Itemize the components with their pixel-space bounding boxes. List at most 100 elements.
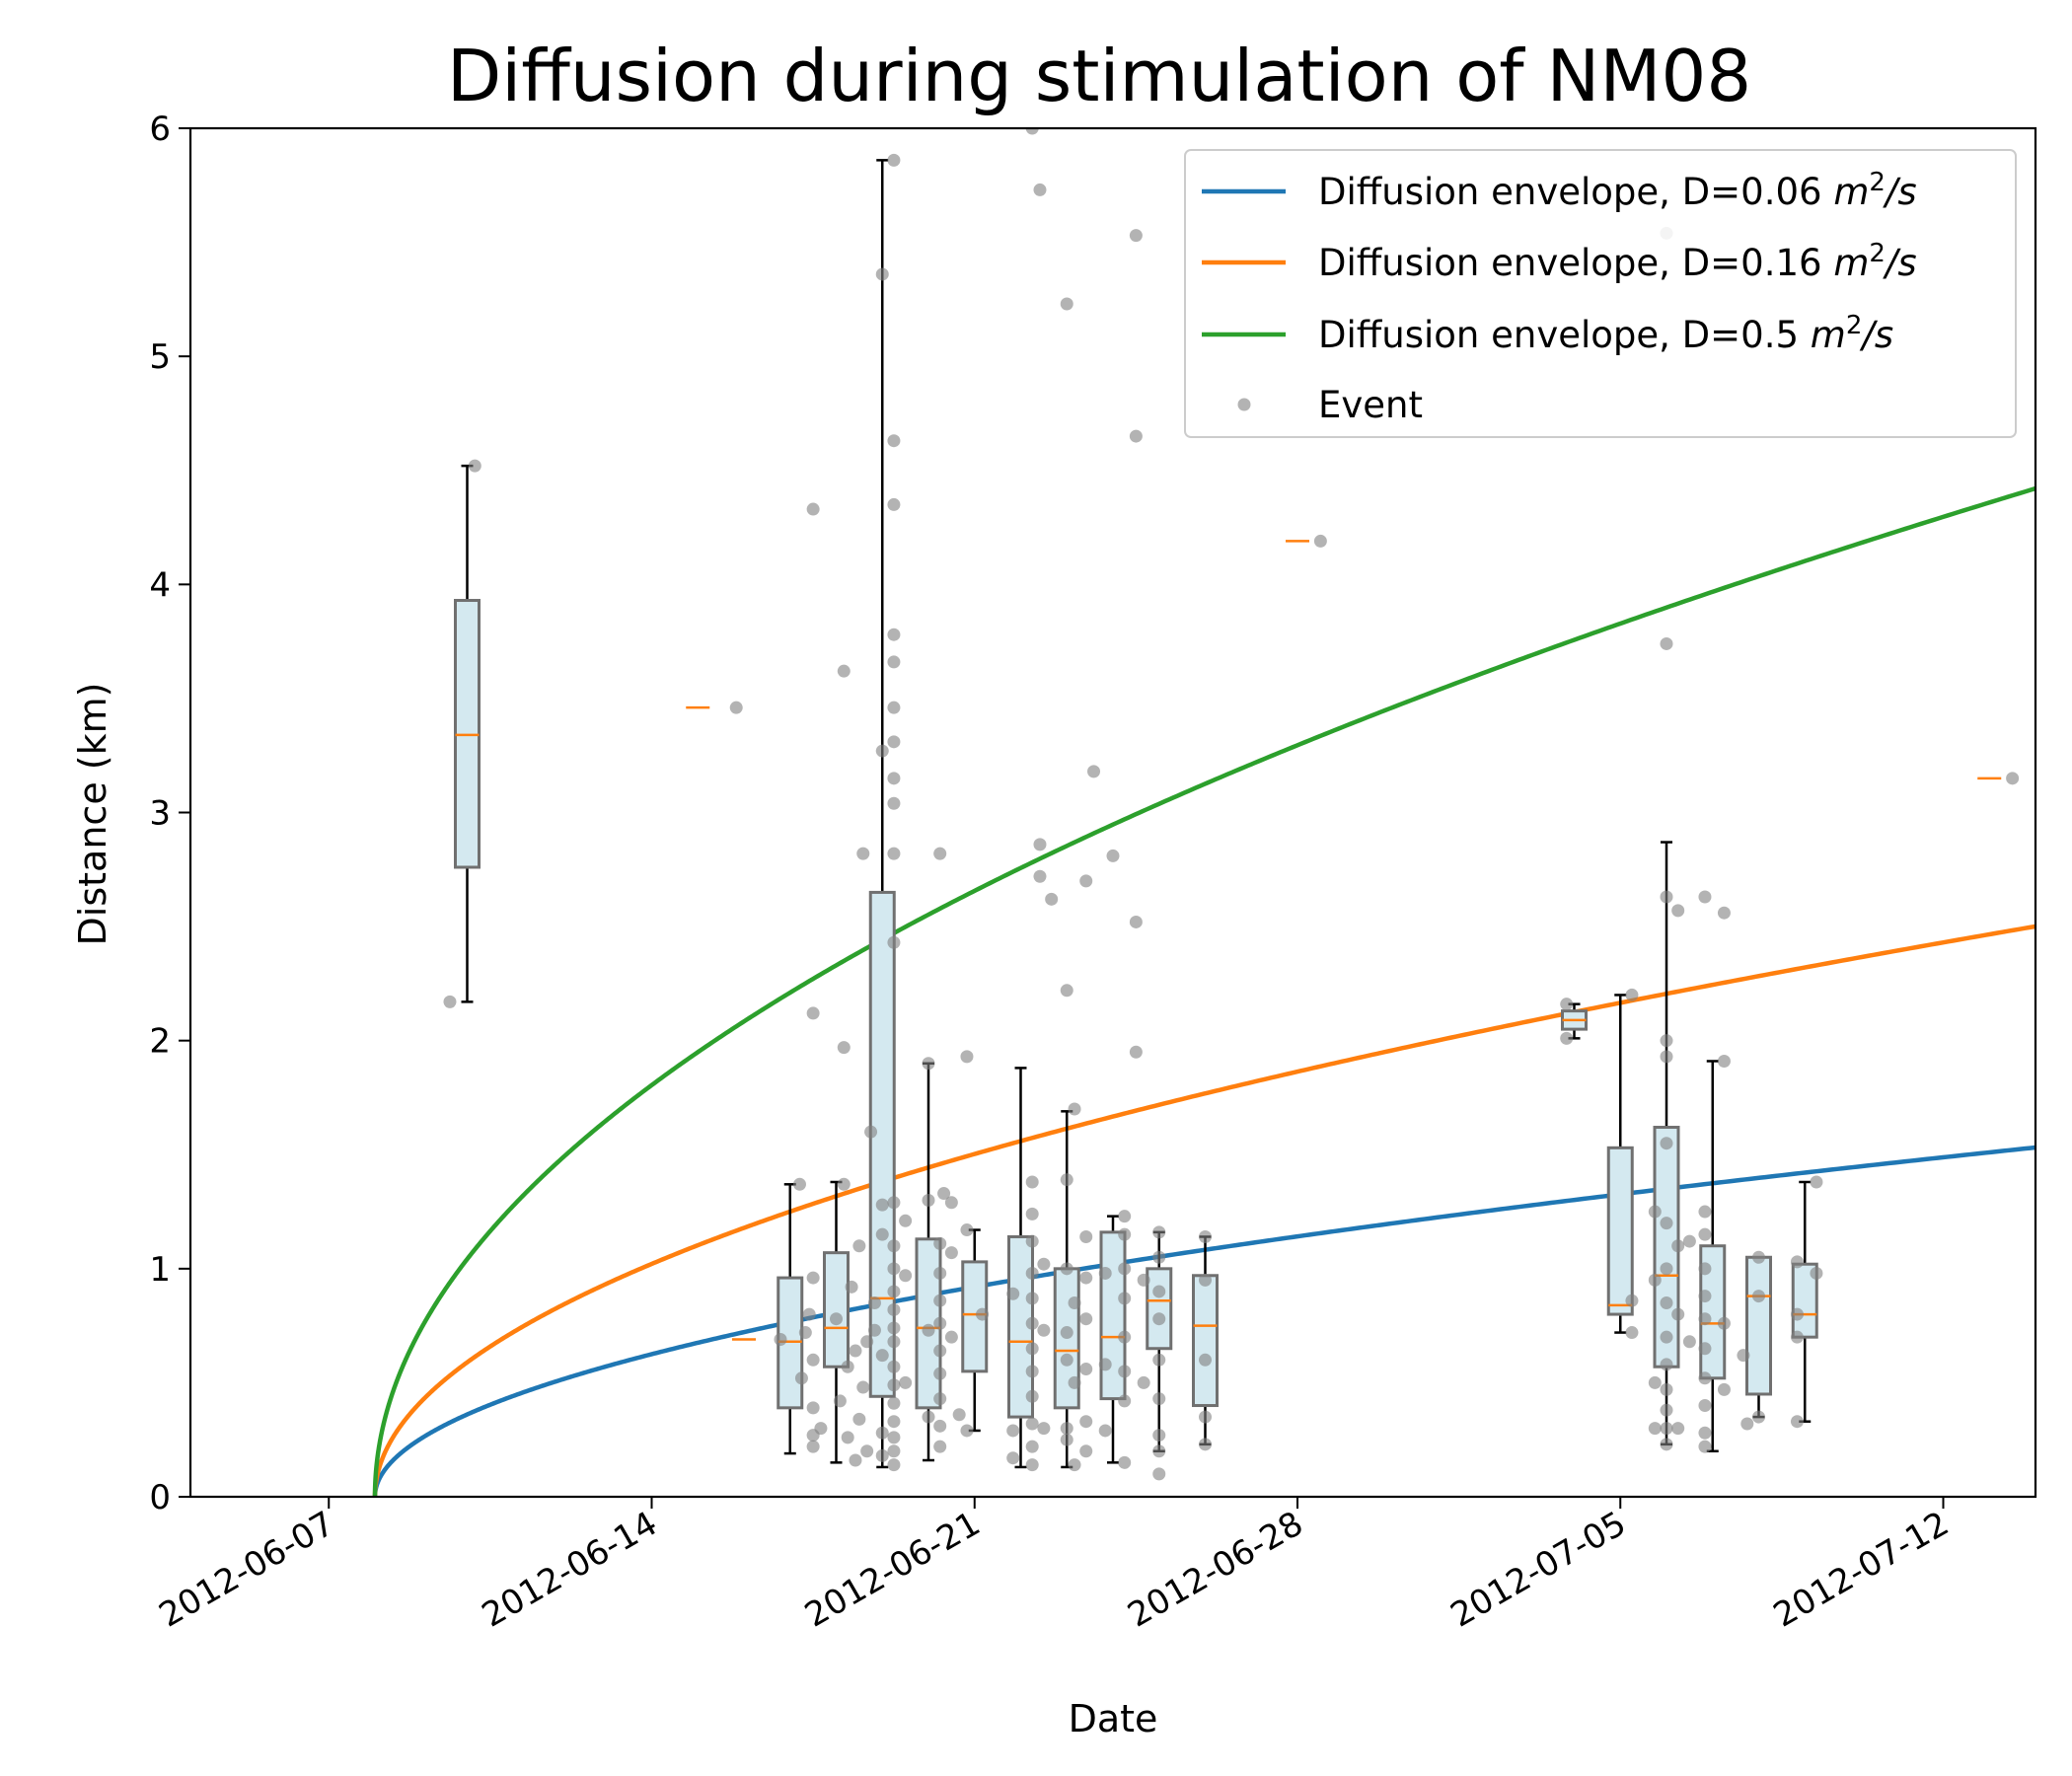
event-point bbox=[1560, 1031, 1574, 1045]
event-point bbox=[1118, 1365, 1132, 1378]
event-point bbox=[933, 847, 947, 860]
event-point bbox=[1698, 1262, 1712, 1276]
event-point bbox=[1006, 1287, 1020, 1300]
event-point bbox=[1068, 1296, 1081, 1310]
event-point bbox=[833, 1394, 847, 1408]
event-point bbox=[1025, 1175, 1039, 1189]
event-point bbox=[887, 1321, 901, 1335]
event-point bbox=[937, 1187, 951, 1201]
event-point bbox=[1660, 1330, 1673, 1344]
event-point bbox=[944, 1196, 958, 1210]
event-point bbox=[887, 1335, 901, 1349]
event-point bbox=[841, 1431, 854, 1444]
boxplot-9 bbox=[1007, 1067, 1034, 1469]
event-point bbox=[1671, 1422, 1685, 1436]
event-point bbox=[1033, 838, 1047, 851]
event-point bbox=[1037, 1257, 1051, 1271]
y-axis-label: Distance (km) bbox=[71, 683, 114, 946]
event-point bbox=[933, 1236, 947, 1250]
event-point bbox=[864, 1125, 878, 1139]
event-point bbox=[806, 1401, 820, 1415]
event-point bbox=[1045, 892, 1059, 906]
event-point bbox=[1079, 1312, 1093, 1326]
event-point bbox=[1313, 534, 1327, 548]
event-point bbox=[1025, 1234, 1039, 1248]
plot-area bbox=[372, 128, 2035, 1497]
event-point bbox=[1752, 1290, 1765, 1303]
event-point bbox=[922, 1410, 935, 1424]
event-point bbox=[1006, 1424, 1020, 1438]
event-point bbox=[806, 1353, 820, 1367]
event-point bbox=[1152, 1250, 1166, 1264]
event-point bbox=[933, 1294, 947, 1307]
event-point bbox=[830, 1312, 843, 1326]
event-point bbox=[1068, 1458, 1081, 1472]
event-point bbox=[1810, 1266, 1823, 1280]
event-point bbox=[875, 1448, 889, 1462]
y-tick-label: 1 bbox=[149, 1250, 171, 1290]
event-point bbox=[1025, 1266, 1039, 1280]
event-point bbox=[1648, 1422, 1662, 1436]
event-point bbox=[887, 1431, 901, 1444]
event-point bbox=[887, 153, 901, 167]
y-tick-label: 3 bbox=[149, 794, 171, 834]
y-tick-label: 0 bbox=[149, 1478, 171, 1517]
event-point bbox=[887, 1262, 901, 1276]
event-point bbox=[887, 772, 901, 785]
event-point bbox=[852, 1239, 866, 1253]
event-point bbox=[1025, 1389, 1039, 1403]
event-point bbox=[798, 1326, 812, 1340]
event-point bbox=[1660, 1137, 1673, 1150]
event-point bbox=[887, 1415, 901, 1429]
event-point bbox=[1648, 1273, 1662, 1287]
event-point bbox=[1199, 1410, 1212, 1424]
event-point bbox=[1118, 1292, 1132, 1305]
event-point bbox=[887, 1285, 901, 1298]
event-point bbox=[806, 1271, 820, 1285]
event-point bbox=[887, 1360, 901, 1373]
event-point bbox=[1671, 1239, 1685, 1253]
event-point bbox=[1698, 1399, 1712, 1413]
event-point bbox=[1137, 1273, 1150, 1287]
event-point bbox=[1199, 1353, 1212, 1367]
box-body bbox=[868, 890, 896, 1398]
event-point bbox=[1060, 1262, 1073, 1276]
event-point bbox=[1129, 429, 1143, 443]
event-point bbox=[1660, 1358, 1673, 1371]
event-point bbox=[933, 1367, 947, 1380]
event-point bbox=[1790, 1307, 1804, 1321]
event-point bbox=[1106, 849, 1120, 862]
event-point bbox=[875, 1227, 889, 1241]
event-point bbox=[1087, 765, 1101, 778]
event-point bbox=[1625, 988, 1639, 1001]
event-point bbox=[960, 1050, 974, 1064]
event-point bbox=[1810, 1175, 1823, 1189]
event-point bbox=[1079, 874, 1093, 888]
event-point bbox=[887, 1378, 901, 1392]
event-point bbox=[1660, 1422, 1673, 1436]
event-point bbox=[1660, 1296, 1673, 1310]
event-point bbox=[1118, 1455, 1132, 1469]
event-point bbox=[1079, 1444, 1093, 1458]
event-point bbox=[922, 1057, 935, 1071]
boxplot-16 bbox=[1606, 994, 1634, 1334]
event-point bbox=[933, 1266, 947, 1280]
y-axis: 0 1 2 3 4 5 6 bbox=[149, 110, 190, 1517]
event-point bbox=[1790, 1330, 1804, 1344]
event-point bbox=[1152, 1225, 1166, 1239]
event-point bbox=[922, 1193, 935, 1207]
event-point bbox=[887, 1458, 901, 1472]
event-point bbox=[2006, 772, 2020, 785]
event-point bbox=[1625, 1294, 1639, 1307]
event-point bbox=[899, 1214, 913, 1227]
event-point bbox=[1752, 1410, 1765, 1424]
event-point bbox=[960, 1223, 974, 1237]
event-point bbox=[1079, 1229, 1093, 1243]
event-point bbox=[952, 1408, 966, 1422]
event-point bbox=[887, 1239, 901, 1253]
event-point bbox=[1152, 1429, 1166, 1443]
event-point bbox=[922, 1323, 935, 1337]
event-point bbox=[841, 1360, 854, 1373]
event-point bbox=[774, 1332, 787, 1346]
event-point bbox=[933, 1316, 947, 1330]
